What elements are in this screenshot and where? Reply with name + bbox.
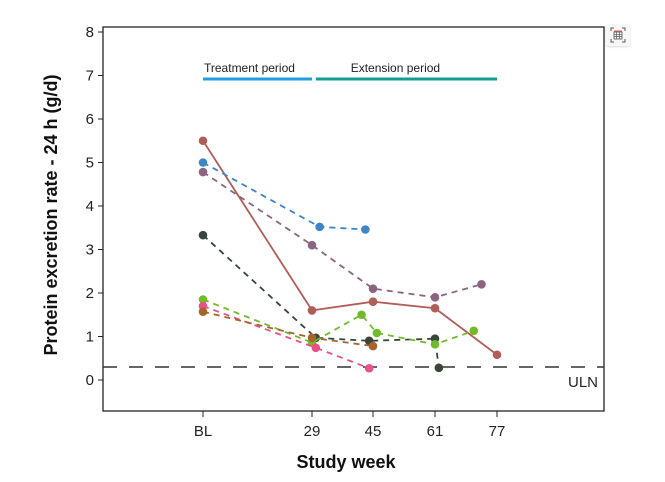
y-tick-label: 2 xyxy=(86,285,94,302)
x-tick-label: 77 xyxy=(489,423,506,440)
y-axis-title: Protein excretion rate - 24 h (g/d) xyxy=(41,74,61,355)
export-table-button[interactable] xyxy=(606,24,630,46)
data-point xyxy=(198,158,208,167)
data-point xyxy=(364,363,374,373)
data-point xyxy=(198,167,208,177)
series-patient-5 xyxy=(198,295,479,349)
x-tick-label: BL xyxy=(194,423,212,440)
x-tick-label: 45 xyxy=(365,423,382,440)
data-point xyxy=(198,295,208,304)
data-point xyxy=(372,328,382,338)
reference-line: ULN xyxy=(103,366,604,391)
series-patient-4 xyxy=(198,230,444,373)
data-point xyxy=(430,293,440,302)
data-point xyxy=(198,307,208,317)
data-point xyxy=(357,310,366,320)
period-label: Extension period xyxy=(351,61,440,75)
data-point xyxy=(368,341,378,351)
data-point xyxy=(198,230,208,240)
data-point xyxy=(315,222,324,232)
data-point xyxy=(307,306,317,315)
series-line xyxy=(202,161,366,231)
y-tick-label: 7 xyxy=(86,68,94,85)
data-point xyxy=(477,280,486,289)
y-tick-label: 0 xyxy=(86,372,94,389)
y-axis: 0 1 2 3 4 5 6 7 8 xyxy=(86,24,103,389)
series-line xyxy=(202,171,482,299)
data-point xyxy=(430,303,440,313)
data-point xyxy=(430,340,440,349)
table-export-icon xyxy=(610,27,626,43)
series-patient-3 xyxy=(198,167,486,302)
series-patient-2 xyxy=(198,158,370,234)
data-point xyxy=(368,284,378,293)
data-point xyxy=(434,363,444,373)
data-point xyxy=(368,297,378,307)
x-axis: BL 29 45 61 77 xyxy=(194,411,506,440)
x-axis-title: Study week xyxy=(296,452,396,472)
y-tick-label: 3 xyxy=(86,242,94,259)
y-tick-label: 6 xyxy=(86,111,94,128)
series-patient-6 xyxy=(198,301,374,373)
data-point xyxy=(469,326,479,336)
series-patient-7 xyxy=(198,307,378,351)
uln-label: ULN xyxy=(568,374,598,391)
period-bars: Treatment period Extension period xyxy=(203,61,497,81)
x-tick-label: 29 xyxy=(304,423,321,440)
series-line xyxy=(202,305,370,370)
period-label: Treatment period xyxy=(204,61,295,75)
data-point xyxy=(361,225,370,234)
y-tick-label: 5 xyxy=(86,155,94,172)
y-tick-label: 8 xyxy=(86,24,94,41)
data-point xyxy=(198,136,208,146)
y-tick-label: 1 xyxy=(86,329,94,346)
data-point xyxy=(307,240,317,250)
y-tick-label: 4 xyxy=(86,198,94,215)
plot-frame xyxy=(102,26,605,412)
series-patient-1 xyxy=(198,136,502,360)
x-tick-label: 61 xyxy=(427,423,444,440)
series-line xyxy=(202,310,374,347)
series-group xyxy=(198,136,502,373)
data-point xyxy=(307,333,317,343)
data-point xyxy=(311,343,321,353)
series-line xyxy=(202,234,440,368)
data-point xyxy=(492,350,502,360)
